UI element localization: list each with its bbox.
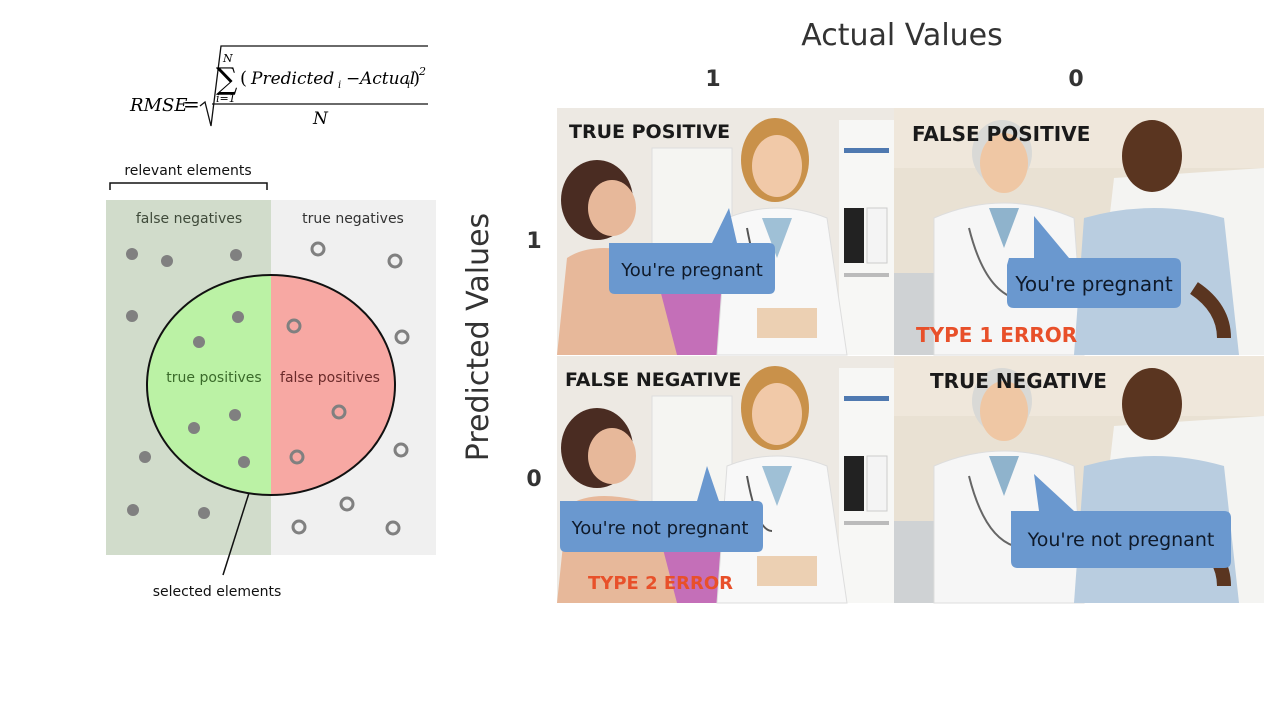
relevant-dots bbox=[126, 248, 250, 519]
relevant-dot bbox=[238, 456, 250, 468]
actual-subscript: i bbox=[407, 80, 410, 91]
irrelevant-dot bbox=[387, 253, 403, 269]
formula-equals: = bbox=[183, 92, 200, 116]
speech-bubble bbox=[609, 208, 775, 294]
false-positive-cell: FALSE POSITIVE You're pregnant TYPE 1 ER… bbox=[894, 108, 1264, 355]
relevant-bracket bbox=[109, 182, 268, 190]
irrelevant-dot bbox=[291, 519, 307, 535]
false-negatives-label: false negatives bbox=[136, 211, 242, 227]
open-paren: ( bbox=[240, 68, 247, 89]
irrelevant-dot bbox=[286, 318, 302, 334]
irrelevant-dot bbox=[394, 329, 410, 345]
irrelevant-dots bbox=[286, 241, 410, 536]
false-negative-label: FALSE NEGATIVE bbox=[565, 369, 741, 391]
sum-lower: i=1 bbox=[216, 92, 236, 105]
relevant-dot bbox=[139, 451, 151, 463]
predicted-values-title: Predicted Values bbox=[461, 213, 496, 461]
selected-elements-label: selected elements bbox=[153, 584, 282, 600]
true-positives-area bbox=[147, 275, 271, 495]
false-negative-cell: FALSE NEGATIVE You're not pregnant TYPE … bbox=[556, 355, 895, 604]
rmse-formula: RMSE = N ∑ i=1 ( Predicted i − Actual i … bbox=[129, 45, 428, 129]
close-paren: ) bbox=[413, 68, 420, 89]
denominator: N bbox=[312, 109, 329, 129]
relevant-dot bbox=[193, 336, 205, 348]
true-positives-label: true positives bbox=[166, 370, 261, 386]
false-positives-label: false positives bbox=[280, 370, 380, 386]
selected-ellipse bbox=[146, 274, 396, 496]
speech-bubble bbox=[1011, 474, 1231, 568]
predicted-subscript: i bbox=[338, 80, 341, 91]
speech-bubble bbox=[1007, 216, 1181, 308]
predicted-term: Predicted bbox=[250, 69, 334, 89]
true-negative-speech: You're not pregnant bbox=[1027, 529, 1215, 551]
selected-pointer-line bbox=[222, 492, 250, 576]
true-positive-label: TRUE POSITIVE bbox=[569, 121, 730, 143]
irrelevant-dot bbox=[339, 496, 355, 512]
relevant-dot bbox=[161, 255, 173, 267]
irrelevant-dot bbox=[289, 449, 305, 465]
true-negatives-label: true negatives bbox=[302, 211, 404, 227]
column-1-label: 1 bbox=[705, 67, 720, 92]
relevant-elements-label: relevant elements bbox=[124, 163, 251, 179]
relevant-dot bbox=[230, 249, 242, 261]
sum-symbol: ∑ bbox=[216, 62, 238, 97]
type-1-error-label: TYPE 1 ERROR bbox=[916, 323, 1077, 347]
irrelevant-dot bbox=[331, 404, 347, 420]
true-positive-cell: TRUE POSITIVE You're pregnant bbox=[556, 107, 895, 356]
relevant-dot bbox=[188, 422, 200, 434]
column-0-label: 0 bbox=[1068, 67, 1083, 92]
speech-bubble bbox=[560, 466, 763, 552]
relevant-dot bbox=[232, 311, 244, 323]
irrelevant-dot bbox=[385, 520, 401, 536]
true-positive-speech: You're pregnant bbox=[620, 260, 763, 281]
sum-upper: N bbox=[222, 52, 233, 65]
false-negative-speech: You're not pregnant bbox=[571, 518, 749, 539]
false-positives-area bbox=[271, 275, 395, 495]
relevant-dot bbox=[198, 507, 210, 519]
irrelevant-dot bbox=[393, 442, 409, 458]
relevant-dot bbox=[229, 409, 241, 421]
false-positive-speech: You're pregnant bbox=[1014, 272, 1173, 296]
type-2-error-label: TYPE 2 ERROR bbox=[588, 573, 733, 594]
true-negative-cell: TRUE NEGATIVE You're not pregnant bbox=[894, 356, 1264, 603]
false-positive-label: FALSE POSITIVE bbox=[912, 122, 1090, 146]
true-negative-label: TRUE NEGATIVE bbox=[930, 369, 1107, 393]
relevant-dot bbox=[126, 248, 138, 260]
confusion-matrix: Actual Values 1 0 Predicted Values 1 0 T… bbox=[461, 18, 1280, 620]
power: 2 bbox=[418, 65, 426, 78]
relevant-dot bbox=[127, 504, 139, 516]
irrelevant-dot bbox=[310, 241, 326, 257]
precision-recall-diagram: relevant elements false negatives true n… bbox=[106, 163, 436, 600]
minus-sign: − bbox=[346, 69, 360, 89]
row-0-label: 0 bbox=[526, 467, 541, 492]
relevant-dot bbox=[126, 310, 138, 322]
formula-lhs: RMSE bbox=[129, 95, 187, 116]
radical-sign bbox=[199, 45, 428, 127]
actual-term: Actual bbox=[358, 69, 415, 89]
actual-values-title: Actual Values bbox=[801, 18, 1003, 53]
row-1-label: 1 bbox=[526, 229, 541, 254]
